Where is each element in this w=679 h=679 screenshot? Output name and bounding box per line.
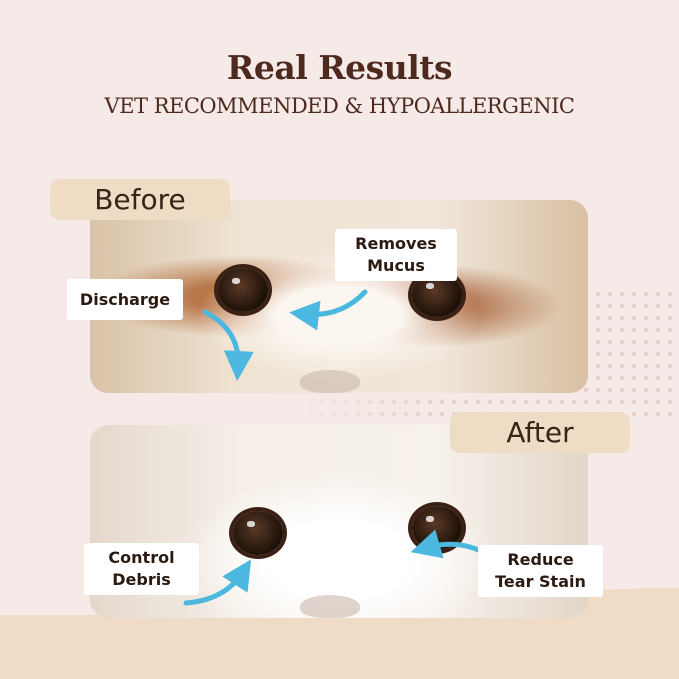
label-control-debris: Control Debris	[84, 543, 199, 595]
label-line: Removes	[355, 234, 437, 254]
dog-nose	[300, 370, 360, 393]
arrow-discharge	[202, 309, 254, 381]
label-line: Control	[108, 548, 175, 568]
dog-eye-left	[218, 268, 268, 312]
page-title: Real Results	[226, 48, 453, 87]
label-line: Tear Stain	[495, 572, 586, 591]
dog-eye-left	[233, 511, 283, 555]
label-removes-mucus: Removes Mucus	[335, 229, 457, 281]
label-line: Reduce	[507, 550, 574, 570]
label-line: Mucus	[367, 256, 425, 275]
page-subtitle: VET RECOMMENDED & HYPOALLERGENIC	[104, 94, 575, 118]
arrow-debris	[183, 559, 252, 606]
arrow-mucus	[289, 289, 368, 331]
after-tab: After	[450, 412, 630, 453]
label-discharge: Discharge	[67, 279, 183, 320]
dog-nose	[300, 595, 360, 618]
label-line: Debris	[112, 570, 171, 589]
before-tab: Before	[50, 179, 230, 220]
label-reduce-tear-stain: Reduce Tear Stain	[478, 545, 603, 597]
